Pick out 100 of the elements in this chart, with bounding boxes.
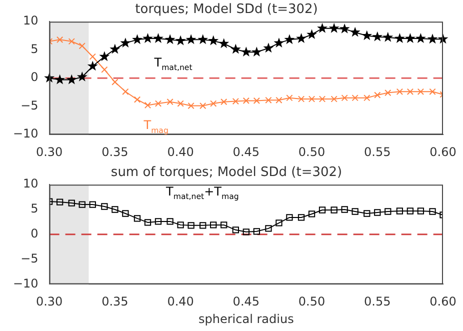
- point: [220, 98, 228, 106]
- point: [274, 38, 284, 48]
- point: [352, 208, 358, 215]
- point: [89, 201, 96, 208]
- point: [177, 100, 184, 107]
- point: [210, 222, 217, 228]
- point: [384, 208, 392, 215]
- point: [296, 33, 307, 43]
- x-tick-label: 0.55: [364, 294, 391, 309]
- y-tick-label: 0: [30, 226, 38, 241]
- x-tick-label: 0.45: [232, 294, 260, 309]
- point: [208, 35, 219, 46]
- point: [120, 38, 131, 48]
- point: [177, 222, 184, 228]
- point: [242, 97, 250, 104]
- point: [253, 97, 260, 104]
- point: [308, 96, 316, 102]
- chart-title: sum of torques; Model SDd (t=302): [110, 165, 342, 180]
- y-tick-label: −5: [20, 98, 38, 112]
- point: [153, 33, 164, 43]
- point: [122, 88, 129, 95]
- point: [352, 94, 358, 102]
- point: [134, 96, 141, 103]
- point: [427, 34, 438, 44]
- point: [384, 89, 392, 96]
- point: [298, 96, 305, 102]
- point: [406, 208, 414, 214]
- point: [68, 200, 75, 206]
- point: [144, 219, 152, 226]
- x-tick-label: 0.60: [430, 144, 456, 159]
- point: [112, 206, 118, 213]
- point: [144, 102, 152, 109]
- point: [66, 74, 77, 84]
- point: [240, 46, 252, 57]
- point: [76, 71, 88, 82]
- x-axis-title: spherical radius: [198, 312, 294, 326]
- point: [330, 96, 338, 102]
- point: [154, 218, 162, 225]
- point: [382, 32, 394, 42]
- point: [89, 53, 96, 60]
- point: [188, 102, 194, 110]
- point: [78, 201, 86, 208]
- y-tick-label: −10: [12, 126, 38, 141]
- y-tick-label: 10: [23, 14, 38, 28]
- point: [298, 214, 305, 221]
- point: [142, 33, 153, 43]
- point: [251, 46, 262, 57]
- point: [350, 26, 360, 37]
- point: [306, 29, 318, 40]
- point: [101, 66, 108, 73]
- x-tick-label: 0.50: [298, 294, 326, 309]
- point: [372, 31, 383, 42]
- point: [87, 60, 98, 71]
- point: [132, 34, 142, 44]
- point: [328, 22, 340, 33]
- y-tick-label: 5: [30, 202, 38, 216]
- point: [253, 228, 260, 235]
- point: [54, 74, 66, 84]
- point: [188, 222, 194, 229]
- point: [230, 44, 241, 54]
- point: [198, 34, 208, 44]
- point: [166, 218, 174, 225]
- point: [406, 88, 414, 95]
- point: [210, 100, 217, 107]
- point: [263, 42, 274, 53]
- point: [220, 222, 228, 228]
- point: [364, 94, 370, 102]
- point: [112, 78, 118, 86]
- point: [200, 102, 206, 110]
- point: [175, 35, 186, 46]
- point: [364, 210, 370, 217]
- x-tick-label: 0.30: [36, 144, 63, 159]
- point: [330, 206, 338, 214]
- point: [308, 210, 316, 218]
- point: [134, 215, 141, 222]
- point: [78, 42, 86, 50]
- point: [276, 220, 282, 226]
- point: [284, 34, 295, 44]
- point: [242, 228, 250, 236]
- point: [232, 226, 239, 234]
- point: [339, 23, 350, 34]
- point: [374, 209, 381, 216]
- point: [56, 36, 64, 44]
- point: [265, 96, 272, 104]
- y-tick-label: 5: [30, 42, 38, 56]
- point: [286, 94, 293, 102]
- point: [122, 210, 129, 217]
- point: [218, 38, 230, 48]
- x-tick-label: 0.45: [232, 144, 260, 159]
- point: [374, 92, 381, 98]
- point: [99, 51, 110, 62]
- x-tick-label: 0.35: [102, 144, 128, 159]
- point: [265, 225, 272, 232]
- point: [429, 88, 436, 95]
- point: [200, 222, 206, 229]
- point: [396, 208, 404, 214]
- point: [394, 33, 405, 43]
- point: [417, 208, 424, 214]
- x-tick-label: 0.35: [102, 294, 128, 309]
- y-tick-label: 10: [23, 176, 38, 191]
